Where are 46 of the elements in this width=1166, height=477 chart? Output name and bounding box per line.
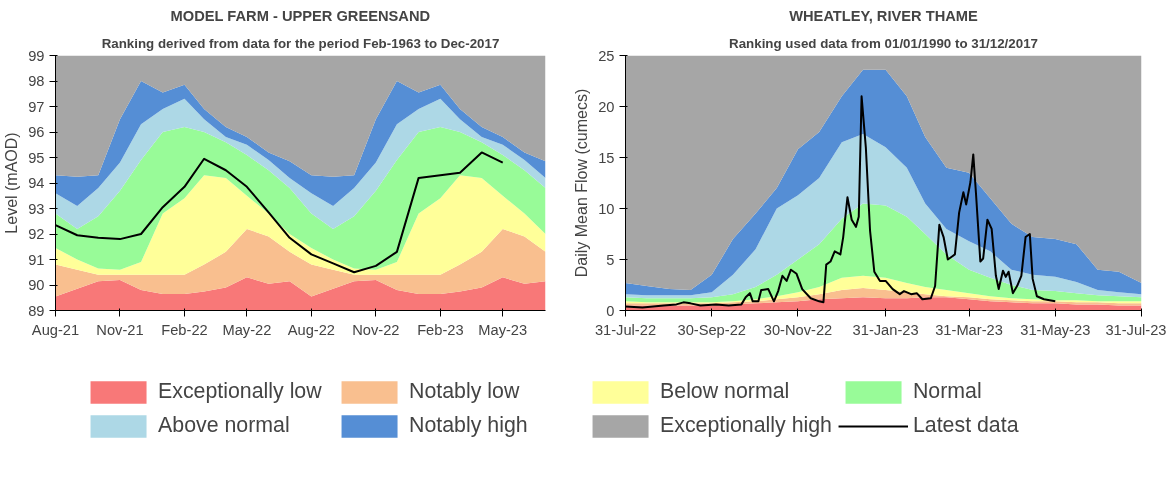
x-tick-label: Aug-22 (287, 321, 335, 338)
y-tick-label: 5 (606, 251, 615, 268)
y-tick-label: 98 (28, 73, 45, 89)
y-axis-title: Daily Mean Flow (cumecs) (573, 88, 591, 278)
y-tick-label: 93 (28, 200, 45, 217)
y-tick-label: 95 (28, 149, 45, 166)
x-tick-label: May-23 (478, 321, 528, 338)
x-tick-label: Feb-22 (161, 321, 208, 338)
legend-label: Below normal (660, 379, 791, 404)
y-tick-label: 89 (28, 302, 45, 319)
y-tick-label: 94 (28, 175, 45, 191)
x-tick-label: May-22 (222, 321, 272, 338)
x-tick-label: 30-Nov-22 (763, 321, 833, 338)
chart-subtitle: Ranking derived from data for the period Feb-1963 to Dec-2017 (101, 35, 500, 51)
chart-subtitle: Ranking used data from 01/01/1990 to 31/12/2017 (729, 35, 1038, 51)
y-axis-title: Level (mAOD) (3, 132, 21, 234)
y-tick-label: 96 (28, 124, 45, 140)
y-tick-label: 91 (28, 251, 45, 268)
y-tick-label: 97 (28, 98, 45, 115)
legend-label: Notably low (409, 379, 521, 404)
legend-label: Notably high (409, 413, 529, 438)
chart-title: WHEATLEY, RIVER THAME (789, 7, 979, 24)
y-tick-label: 99 (28, 47, 45, 64)
chart-title: MODEL FARM - UPPER GREENSAND (170, 7, 431, 24)
x-tick-label: Aug-21 (31, 321, 80, 338)
y-tick-label: 92 (28, 226, 45, 242)
x-tick-label: 31-May-23 (1020, 321, 1091, 338)
y-tick-label: 15 (598, 149, 615, 166)
y-tick-label: 90 (28, 277, 45, 293)
legend-label: Latest data (912, 413, 1020, 438)
y-tick-label: 25 (598, 47, 615, 64)
x-tick-label: Feb-23 (417, 321, 464, 338)
x-tick-label: 31-Jan-23 (852, 321, 919, 338)
y-tick-label: 10 (598, 200, 615, 217)
x-tick-label: 31-Jul-23 (1105, 321, 1166, 338)
y-tick-label: 0 (606, 302, 615, 319)
x-tick-label: 30-Sep-22 (677, 321, 746, 338)
y-tick-label: 20 (598, 98, 615, 115)
legend-label: Normal (912, 379, 983, 404)
x-tick-label: Nov-21 (96, 321, 144, 338)
x-tick-label: 31-Mar-23 (935, 321, 1003, 338)
legend-label: Above normal (158, 413, 291, 438)
x-tick-label: 31-Jul-22 (594, 321, 657, 338)
legend-label: Exceptionally high (660, 413, 832, 438)
legend-label: Exceptionally low (158, 379, 323, 404)
x-tick-label: Nov-22 (352, 321, 400, 338)
